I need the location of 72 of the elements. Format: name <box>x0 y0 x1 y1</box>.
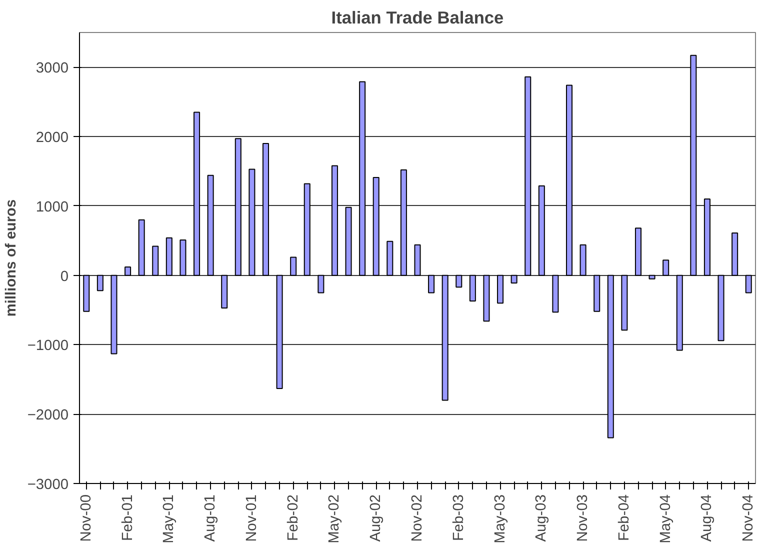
bar <box>248 168 256 276</box>
chart-title: Italian Trade Balance <box>331 8 504 28</box>
x-tick-label: Feb-02 <box>285 494 302 541</box>
bar <box>180 239 186 276</box>
y-tick-label: 1000 <box>36 199 69 216</box>
bar <box>359 81 366 276</box>
bar <box>221 274 228 308</box>
bar <box>456 274 462 288</box>
x-tick-label: May-01 <box>161 494 178 544</box>
x-tick-label: May-02 <box>326 494 343 544</box>
bar <box>414 244 421 276</box>
bar <box>580 244 586 276</box>
bar <box>428 274 435 294</box>
x-tick-label: Nov-04 <box>740 494 757 542</box>
x-tick-label: Aug-02 <box>368 494 384 542</box>
bar <box>552 274 559 313</box>
y-tick-label: −2000 <box>27 408 69 424</box>
x-tick-label: Nov-00 <box>78 494 94 542</box>
bar <box>207 174 214 276</box>
bar <box>662 260 670 276</box>
x-tick-label: May-04 <box>658 494 674 544</box>
bar <box>124 266 132 276</box>
x-tick-label: Feb-03 <box>450 494 467 541</box>
bar <box>234 138 242 276</box>
x-tick-label: Nov-03 <box>575 494 592 542</box>
bar <box>442 274 448 401</box>
y-tick-label: 3000 <box>36 60 69 77</box>
bar <box>745 274 752 294</box>
bar <box>262 143 270 276</box>
bar <box>510 274 518 284</box>
bar <box>152 246 159 276</box>
x-tick-label: Nov-01 <box>244 494 260 542</box>
y-tick-label: 0 <box>60 268 69 285</box>
bar <box>676 274 683 351</box>
bar <box>318 274 324 294</box>
x-tick-label: Aug-03 <box>534 494 550 542</box>
y-axis-title: millions of euros <box>3 199 20 317</box>
bar <box>566 84 573 276</box>
bar <box>538 185 545 276</box>
bar <box>166 237 172 276</box>
bar <box>138 219 145 276</box>
x-tick-label: Aug-01 <box>202 494 219 542</box>
bar <box>621 274 628 331</box>
bar <box>524 76 532 276</box>
bar <box>594 274 600 312</box>
bar <box>290 256 297 276</box>
x-tick-label: Feb-01 <box>120 494 136 541</box>
bar <box>634 228 642 276</box>
bar <box>400 169 407 276</box>
y-tick-label: 2000 <box>36 130 69 146</box>
bar <box>96 274 104 292</box>
x-tick-label: May-03 <box>492 494 508 544</box>
bar <box>497 274 504 304</box>
bar <box>704 198 710 276</box>
x-tick-label: Nov-02 <box>410 494 426 542</box>
bar <box>372 177 380 276</box>
y-tick-label: −3000 <box>27 477 69 493</box>
bar <box>386 240 394 276</box>
bar <box>469 274 476 302</box>
bar <box>345 206 352 276</box>
bar <box>110 274 118 354</box>
x-tick-label: Aug-04 <box>699 494 716 542</box>
bar <box>194 112 200 276</box>
bar <box>732 232 738 276</box>
bar <box>304 183 310 276</box>
bar <box>331 165 338 276</box>
y-tick-label: −1000 <box>27 338 69 354</box>
x-tick-label: Feb-04 <box>616 494 632 541</box>
bar <box>483 274 490 322</box>
bar <box>648 274 656 280</box>
bar <box>276 274 283 389</box>
bar <box>718 274 724 342</box>
